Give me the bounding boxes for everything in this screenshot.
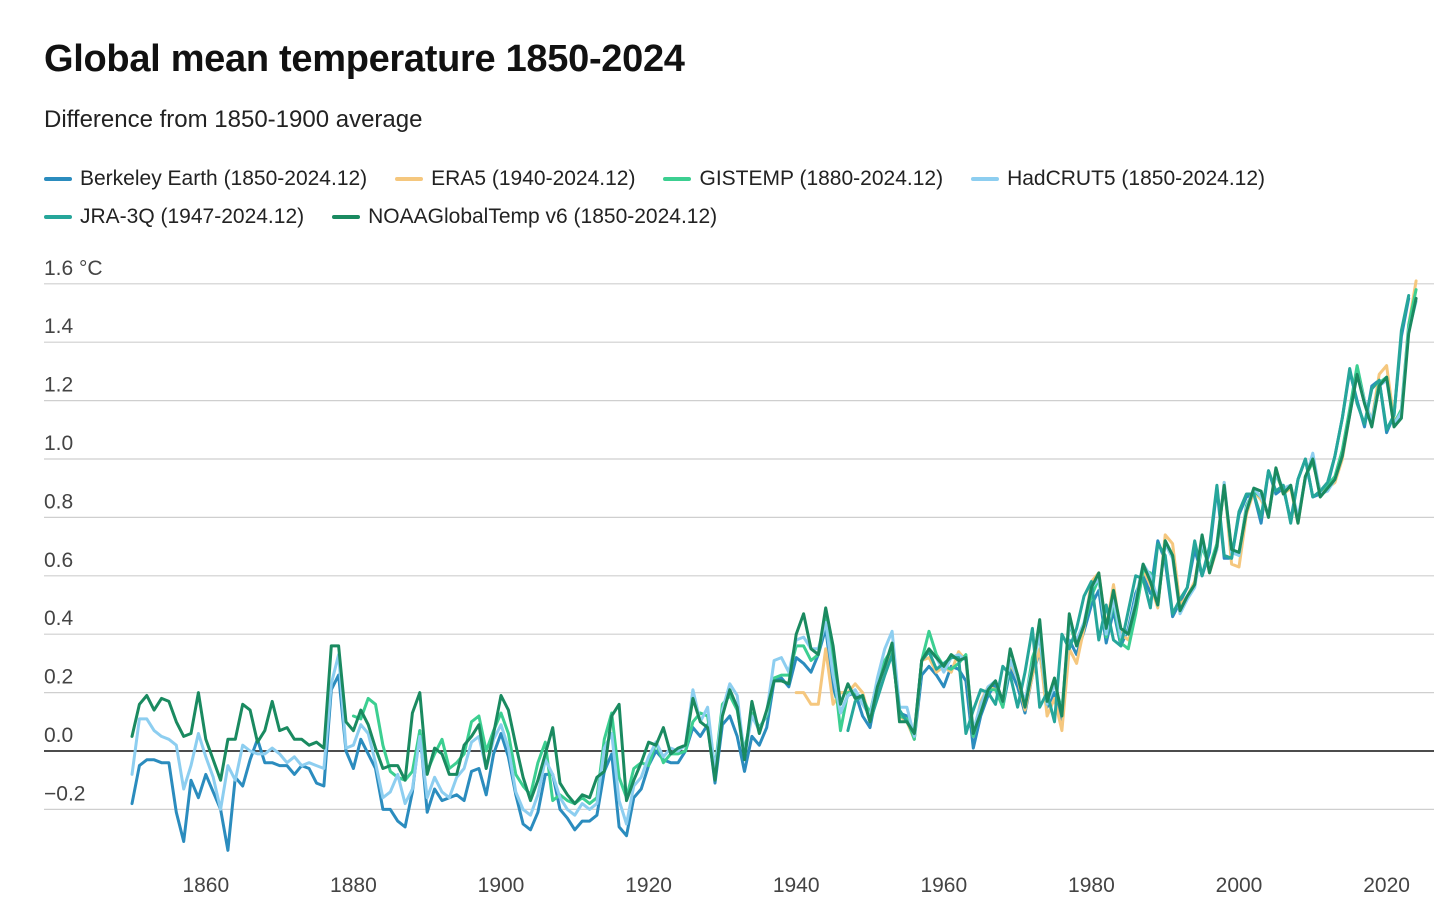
y-tick-label: −0.2 — [44, 782, 85, 805]
legend-label: JRA-3Q (1947-2024.12) — [80, 205, 305, 228]
y-tick-label: 1.4 — [44, 315, 74, 338]
legend-swatch — [44, 215, 72, 220]
legend-label: ERA5 (1940-2024.12) — [431, 167, 636, 190]
y-tick-label: 1.0 — [44, 432, 73, 455]
chart-subtitle: Difference from 1850-1900 average — [44, 106, 423, 133]
x-tick-label: 1900 — [478, 874, 525, 897]
legend-item-jra-3q: JRA-3Q (1947-2024.12) — [44, 198, 304, 236]
chart-title: Global mean temperature 1850-2024 — [44, 38, 685, 80]
legend-label: Berkeley Earth (1850-2024.12) — [80, 167, 368, 190]
legend-label: HadCRUT5 (1850-2024.12) — [1007, 167, 1266, 190]
x-tick-label: 1940 — [773, 874, 820, 897]
legend-swatch — [395, 177, 424, 182]
series-line-era5 — [794, 279, 1418, 741]
x-tick-label: 1980 — [1068, 874, 1115, 897]
y-tick-label: 0.6 — [44, 549, 73, 572]
axis-labels: −0.2 0.0 0.2 0.4 0.6 0.8 1.0 1.2 1.4 1.6 °C 1860 18… — [44, 257, 1410, 897]
legend-swatch — [663, 177, 692, 182]
legend: Berkeley Earth (1850-2024.12) ERA5 (1940-… — [44, 160, 1444, 236]
y-tick-label: 1.6 °C — [44, 257, 103, 280]
legend-swatch — [44, 177, 72, 182]
x-tick-label: 1960 — [920, 874, 967, 897]
series-lines — [130, 279, 1418, 852]
legend-swatch — [971, 177, 1000, 182]
x-tick-label: 2000 — [1216, 874, 1263, 897]
legend-item-noaaglobaltemp-v6: NOAAGlobalTemp v6 (1850-2024.12) — [332, 198, 717, 236]
x-tick-label: 1860 — [182, 874, 229, 897]
legend-item-hadcrut5: HadCRUT5 (1850-2024.12) — [971, 160, 1265, 198]
x-tick-label: 1880 — [330, 874, 377, 897]
x-tick-label: 2020 — [1363, 874, 1410, 897]
series-line-noaaglobaltemp-v6 — [130, 296, 1418, 806]
y-tick-label: 0.0 — [44, 724, 73, 747]
legend-label: NOAAGlobalTemp v6 (1850-2024.12) — [368, 205, 718, 228]
legend-item-era5: ERA5 (1940-2024.12) — [395, 160, 635, 198]
y-tick-label: 1.2 — [44, 374, 73, 397]
y-tick-label: 0.8 — [44, 490, 73, 513]
y-tick-label: 0.2 — [44, 666, 73, 689]
legend-swatch — [332, 215, 361, 220]
y-tick-label: 0.4 — [44, 607, 74, 630]
legend-item-gistemp: GISTEMP (1880-2024.12) — [663, 160, 943, 198]
x-tick-label: 1920 — [625, 874, 672, 897]
legend-label: GISTEMP (1880-2024.12) — [699, 167, 944, 190]
legend-item-berkeley-earth: Berkeley Earth (1850-2024.12) — [44, 160, 367, 198]
